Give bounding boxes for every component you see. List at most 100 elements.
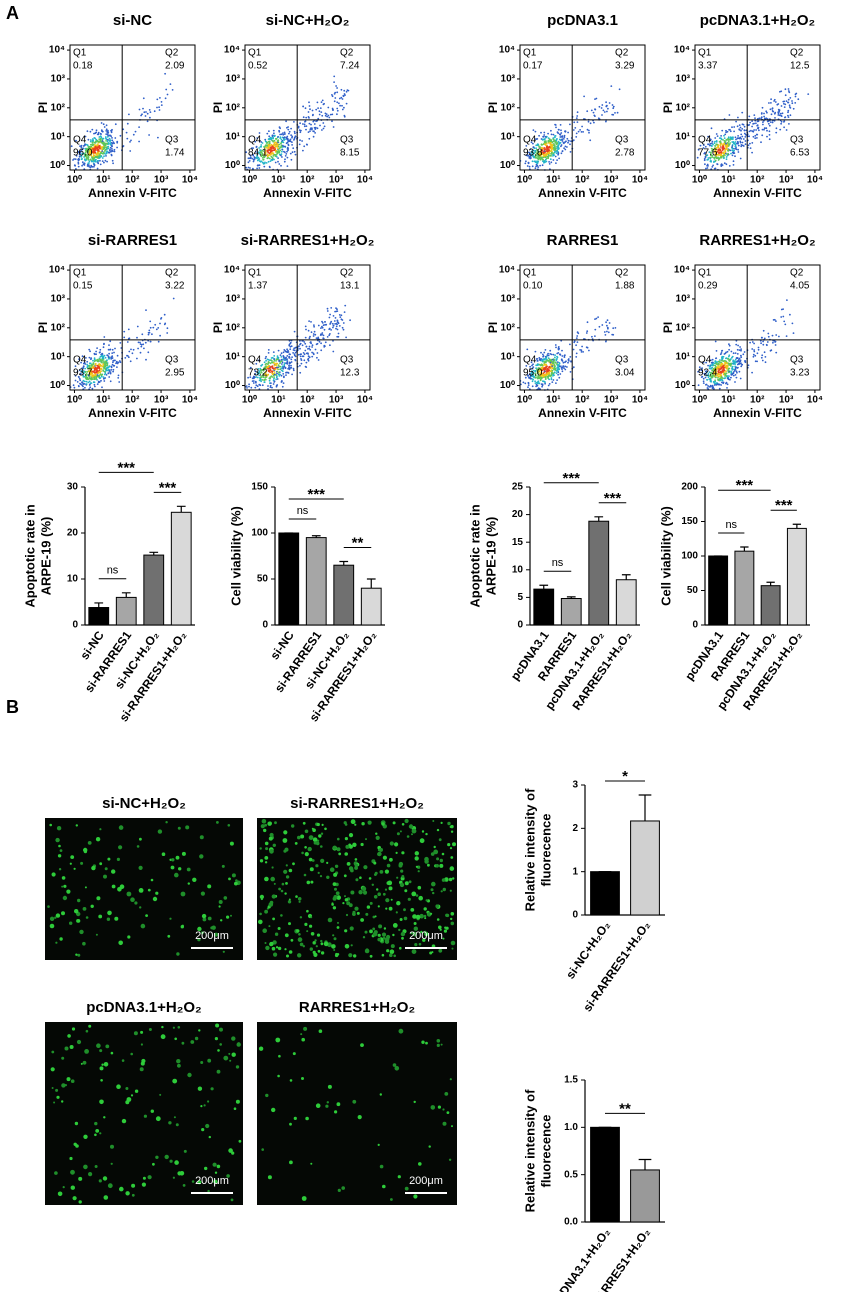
significance-label: *** — [159, 479, 177, 496]
event-dot — [141, 333, 144, 336]
event-dot — [589, 122, 592, 125]
plot-title: pcDNA3.1 — [547, 12, 618, 29]
event-dot — [756, 133, 759, 136]
event-dot — [129, 150, 132, 152]
event-dot — [726, 153, 728, 156]
event-dot — [556, 364, 559, 366]
event-dot — [93, 358, 96, 361]
event-dot — [577, 130, 580, 133]
cell-dot — [274, 932, 279, 936]
event-dot — [553, 149, 556, 152]
quadrant-name: Q4 — [248, 355, 262, 366]
x-tick-label: 10³ — [779, 395, 794, 406]
cell-dot — [167, 934, 171, 938]
event-dot — [305, 116, 308, 119]
event-dot — [569, 123, 571, 126]
event-dot — [556, 355, 558, 358]
event-dot — [281, 363, 283, 365]
event-dot — [725, 139, 727, 142]
cell-dot — [47, 905, 50, 908]
event-dot — [280, 154, 282, 157]
event-dot — [303, 359, 306, 362]
event-dot — [114, 123, 117, 126]
event-dot — [740, 133, 743, 136]
event-dot — [723, 152, 726, 155]
event-dot — [94, 137, 97, 140]
event-dot — [86, 163, 89, 166]
event-dot — [775, 131, 778, 134]
event-dot — [732, 352, 735, 355]
x-tick-label: 10² — [125, 175, 140, 186]
x-tick-label: 10³ — [779, 175, 794, 186]
event-dot — [728, 128, 730, 131]
event-dot — [289, 345, 292, 348]
event-dot — [583, 95, 585, 98]
event-dot — [714, 137, 717, 139]
event-dot — [548, 146, 551, 149]
event-dot — [736, 125, 739, 128]
y-tick-label: 0.0 — [564, 1217, 578, 1228]
event-dot — [293, 347, 295, 350]
event-dot — [345, 102, 348, 105]
event-dot — [727, 371, 730, 374]
event-dot — [614, 112, 616, 114]
event-dot — [608, 322, 611, 324]
cell-dot — [435, 904, 440, 908]
x-tick-label: 10¹ — [546, 395, 561, 406]
x-axis-label: Annexin V-FITC — [713, 406, 802, 420]
event-dot — [774, 344, 777, 346]
event-dot — [271, 145, 274, 148]
bar — [590, 1126, 620, 1223]
event-dot — [561, 370, 564, 373]
event-dot — [77, 161, 80, 164]
event-dot — [287, 149, 289, 152]
event-dot — [148, 329, 151, 332]
cell-dot — [442, 887, 446, 892]
cell-dot — [259, 859, 264, 863]
event-dot — [157, 327, 160, 329]
event-dot — [544, 161, 546, 164]
quadrant-name: Q1 — [248, 268, 262, 279]
event-dot — [107, 372, 110, 375]
event-dot — [287, 367, 289, 370]
event-dot — [556, 361, 559, 363]
event-dot — [743, 351, 746, 353]
event-dot — [751, 348, 754, 350]
event-dot — [334, 323, 336, 325]
cell-dot — [200, 891, 205, 896]
event-dot — [550, 141, 552, 144]
event-dot — [536, 143, 539, 146]
cell-dot — [297, 937, 303, 942]
event-dot — [768, 102, 770, 104]
cell-dot — [303, 873, 307, 877]
event-dot — [573, 121, 576, 124]
event-dot — [272, 351, 275, 353]
event-dot — [754, 134, 757, 137]
event-dot — [261, 384, 264, 387]
event-dot — [534, 130, 537, 133]
event-dot — [270, 146, 273, 149]
event-dot — [783, 100, 786, 103]
event-dot — [110, 135, 112, 138]
cell-dot — [73, 867, 76, 870]
event-dot — [147, 333, 150, 336]
event-dot — [273, 132, 275, 135]
x-tick-label: 10⁰ — [242, 175, 257, 186]
cell-dot — [374, 873, 377, 876]
y-tick-label: 10³ — [226, 294, 241, 305]
significance-label: ** — [619, 1100, 631, 1117]
event-dot — [575, 136, 578, 138]
y-tick-label: 10³ — [51, 294, 66, 305]
event-dot — [551, 369, 554, 372]
event-dot — [272, 155, 275, 157]
event-dot — [715, 143, 718, 146]
event-dot — [105, 133, 108, 136]
cell-dot — [138, 865, 143, 871]
event-dot — [277, 364, 280, 366]
event-dot — [525, 145, 528, 147]
cell-dot — [320, 939, 323, 943]
event-dot — [538, 357, 541, 359]
y-tick-label: 15 — [512, 537, 524, 548]
event-dot — [787, 98, 790, 101]
event-dot — [335, 325, 338, 328]
